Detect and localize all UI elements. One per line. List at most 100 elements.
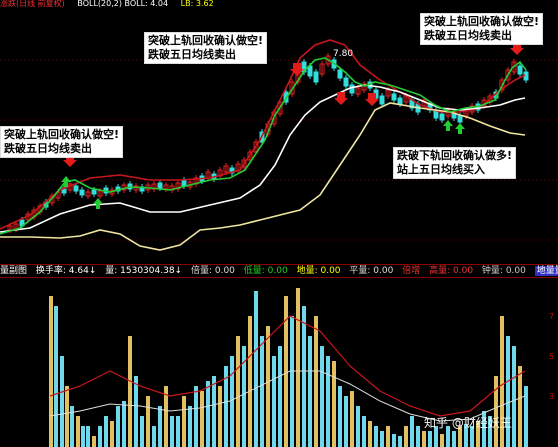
vol-axis-tick-3: 3	[549, 392, 555, 401]
volume-status-bar: 量副图 换手率: 4.64↓ 量: 1530304.38↓ 倍量: 0.00 低…	[0, 264, 558, 278]
volume-bar	[54, 306, 58, 447]
volume-bar	[70, 406, 74, 447]
candle-body	[73, 185, 79, 192]
status-turnover: 换手率: 4.64↓	[35, 266, 97, 276]
volume-bar	[332, 361, 336, 447]
candle-body	[319, 63, 325, 75]
volume-bar	[428, 431, 432, 447]
candle-body	[223, 165, 229, 173]
volume-bar	[116, 406, 120, 447]
status-diliang: 低量: 0.00	[243, 266, 288, 276]
volume-bar	[476, 421, 480, 447]
volume-bar	[104, 416, 108, 447]
volume-bar	[404, 426, 408, 447]
callout-sell-3-line1: 突破上轨回收确认做空!	[424, 15, 540, 28]
status-beiliang: 倍量: 0.00	[190, 266, 235, 276]
volume-chart	[49, 288, 528, 447]
candle-body	[97, 190, 103, 197]
volume-bar	[494, 376, 498, 447]
volume-bar	[128, 336, 132, 447]
volume-bar	[512, 346, 516, 447]
volume-bar	[344, 396, 348, 447]
volume-bar	[350, 391, 354, 447]
callout-sell-1: 突破上轨回收确认做空! 跌破五日均线卖出	[144, 32, 268, 64]
volume-bar	[452, 431, 456, 447]
volume-bar	[398, 436, 402, 447]
candle-body	[397, 97, 403, 105]
volume-bar	[410, 416, 414, 447]
boll-lower-band	[0, 102, 526, 251]
status-dijiliang: 地量: 0.00	[296, 266, 341, 276]
candle-body	[343, 77, 349, 87]
volume-bar	[434, 426, 438, 447]
volume-bar	[356, 406, 360, 447]
volume-bar	[152, 426, 156, 447]
volume-bar	[176, 416, 180, 447]
candle-body	[247, 151, 253, 161]
candle-body	[505, 69, 511, 81]
price-grid	[0, 59, 558, 241]
volume-bar	[65, 386, 69, 447]
volume-bar	[266, 326, 270, 447]
volume-bar	[380, 431, 384, 447]
volume-bar	[218, 386, 222, 447]
candle-body	[283, 91, 289, 103]
candle-body	[277, 101, 283, 115]
volume-bar	[60, 356, 64, 447]
volume-bar	[212, 376, 216, 447]
volume-bar	[470, 426, 474, 447]
volume-bar	[194, 386, 198, 447]
volume-bar	[338, 386, 342, 447]
buy-arrow-icon	[443, 120, 453, 131]
status-pingliang: 平量: 0.00	[349, 266, 394, 276]
candle-body	[181, 179, 187, 187]
candle-body	[229, 167, 235, 174]
volume-bar	[206, 381, 210, 447]
volume-bar	[326, 356, 330, 447]
volume-bar	[81, 426, 85, 447]
candle-body	[517, 65, 523, 75]
candle-body	[325, 55, 331, 65]
sell-arrow-icon	[365, 93, 379, 106]
candle-body	[439, 113, 445, 121]
buy-arrow-icon	[455, 123, 465, 134]
candle-body	[241, 159, 247, 168]
callout-buy-line1: 跌破下轨回收确认做多!	[397, 149, 513, 162]
volume-bar	[272, 356, 276, 447]
boll-upper-band	[0, 39, 526, 230]
candle-body	[79, 189, 85, 196]
callout-sell-2-line2: 跌破五日均线卖出	[4, 142, 92, 155]
callout-sell-3-line2: 跌破五日均线卖出	[424, 29, 512, 42]
volume-bar	[140, 416, 144, 447]
indicator-topbar: 涨跌(日线 前复权) BOLL(20,2) BOLL: 4.04 LB: 3.6…	[0, 0, 558, 9]
callout-buy-line2: 站上五日均线买入	[397, 163, 485, 176]
candle-body	[313, 71, 319, 83]
volume-bar	[254, 291, 258, 447]
status-beiliang2: 倍增	[402, 266, 421, 276]
volume-bar	[49, 296, 53, 447]
callout-buy: 跌破下轨回收确认做多! 站上五日均线买入	[393, 147, 517, 179]
volume-bar	[76, 416, 80, 447]
volume-bar	[302, 306, 306, 447]
volume-bar	[374, 426, 378, 447]
volume-bar	[320, 346, 324, 447]
ma5-line	[0, 57, 527, 235]
candle-body	[175, 182, 181, 190]
candle-body	[157, 182, 163, 189]
callout-sell-1-line2: 跌破五日均线卖出	[148, 48, 236, 61]
vol-axis-tick-2: 5	[549, 352, 555, 361]
volume-bar	[386, 426, 390, 447]
volume-bar	[314, 316, 318, 447]
volume-bar	[248, 316, 252, 447]
topbar-text-2: BOLL(20,2) BOLL: 4.04	[77, 0, 169, 8]
candle-body	[361, 83, 367, 91]
volume-bar	[422, 431, 426, 447]
volume-bar	[362, 416, 366, 447]
volume-bar	[440, 434, 444, 447]
volume-bar	[224, 366, 228, 447]
status-volume: 量: 1530304.38↓	[105, 266, 183, 276]
volume-bar	[242, 346, 246, 447]
callout-sell-2-line1: 突破上轨回收确认做空!	[4, 128, 120, 141]
volume-bar	[500, 316, 504, 447]
